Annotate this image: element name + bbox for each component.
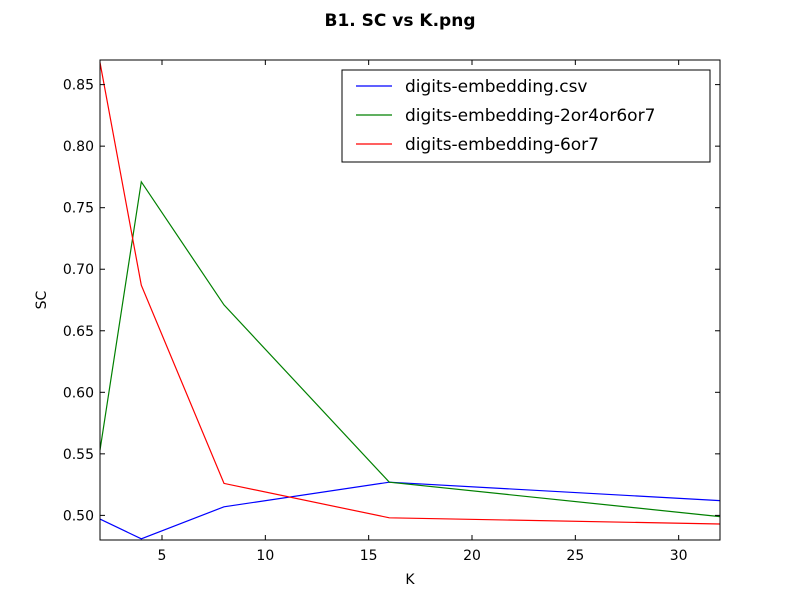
y-tick-label: 0.75 [63,201,94,217]
x-tick-label: 25 [566,548,584,564]
series-line-1 [99,481,721,540]
y-tick-label: 0.65 [63,324,94,340]
plot-frame [99,59,721,541]
y-tick-label: 0.60 [63,385,94,401]
chart-title: B1. SC vs K.png [325,11,476,31]
y-axis-ticks: 0.50 0.55 0.60 0.65 0.70 0.75 0.80 0.85 [63,78,720,524]
y-tick-label: 0.85 [63,78,94,94]
x-axis-ticks: 5 10 15 20 25 30 [158,60,688,564]
legend-label-1: digits-embedding.csv [405,77,588,97]
legend: digits-embedding.csv digits-embedding-2or… [341,69,711,163]
legend-label-3: digits-embedding-6or7 [405,135,599,155]
x-tick-label: 10 [256,548,274,564]
x-tick-label: 20 [463,548,481,564]
x-tick-label: 15 [360,548,378,564]
y-axis-label: SC [34,290,50,309]
y-tick-label: 0.80 [63,139,94,155]
x-tick-label: 30 [670,548,688,564]
x-tick-label: 5 [158,548,167,564]
series-line-2 [99,180,721,518]
series-lines [99,62,721,540]
legend-box [341,69,711,163]
x-axis-label: K [405,572,415,588]
y-tick-label: 0.50 [63,508,94,524]
y-tick-label: 0.70 [63,262,94,278]
y-tick-label: 0.55 [63,447,94,463]
legend-label-2: digits-embedding-2or4or6or7 [405,106,655,126]
series-line-3 [99,62,721,525]
